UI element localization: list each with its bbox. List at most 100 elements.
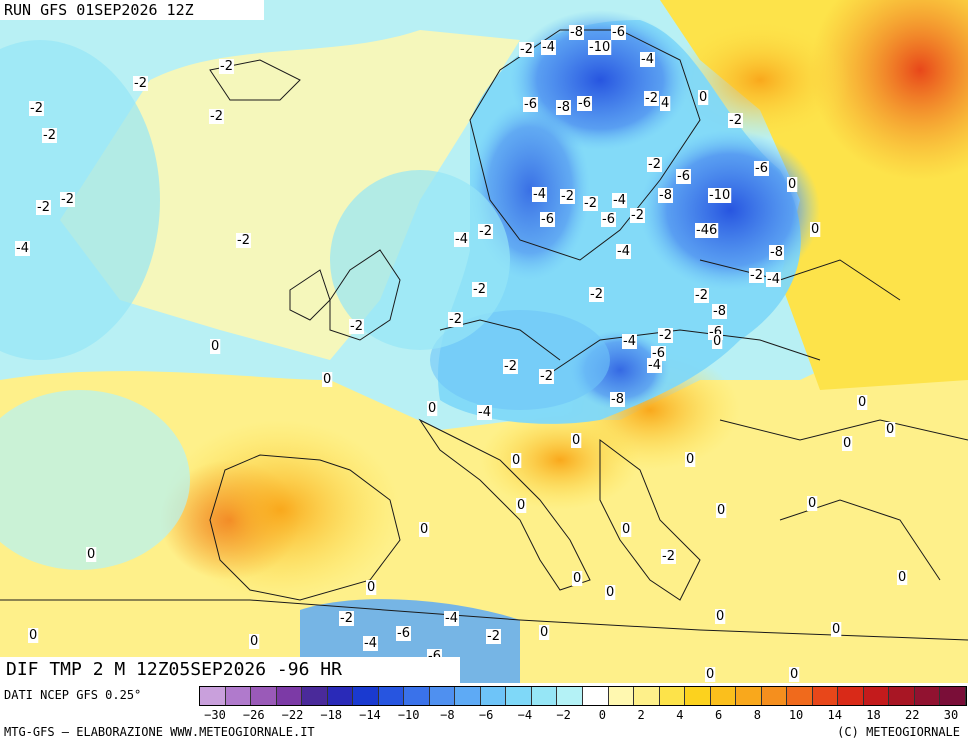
colorbar-ticks: −30 −26 −22 −18 −14 −10 −8 −6 −4 −2 0 2 4 6 8 10 14 18 22 3… (199, 708, 967, 722)
map-label: -2 (631, 208, 644, 223)
map-label-bg (728, 113, 743, 128)
colorbar-swatch (378, 687, 405, 705)
map-label: -2 (473, 282, 486, 297)
map-label: 0 (573, 571, 581, 586)
map-label: 0 (808, 496, 816, 511)
colorbar-tick-label: −10 (397, 708, 420, 722)
map-label-bg (660, 96, 671, 111)
map-label-bg (588, 40, 612, 55)
colorbar-swatch (608, 687, 635, 705)
colorbar-tick-label: 18 (866, 708, 881, 722)
cold-core-baltic (640, 130, 820, 290)
cool-field-west (0, 40, 160, 360)
map-label: 0 (790, 667, 798, 682)
map-label: 0 (87, 547, 95, 562)
map-label: 4 (661, 96, 669, 111)
map-label: -2 (561, 189, 574, 204)
footer-copyright: (C) METEOGIORNALE (837, 725, 960, 739)
map-label-bg (807, 496, 818, 511)
map-label-bg (647, 358, 662, 373)
map-label-bg (478, 224, 493, 239)
map-label-bg (539, 369, 554, 384)
map-label: 0 (572, 433, 580, 448)
colorbar-swatch (787, 687, 813, 705)
colorbar-swatch (506, 687, 532, 705)
map-label: 0 (898, 570, 906, 585)
colorbar-tick-label: 2 (637, 708, 645, 722)
map-label: -4 (648, 358, 661, 373)
colorbar (199, 686, 967, 706)
colorbar-swatch (940, 687, 966, 705)
map-label-bg (616, 244, 631, 259)
map-label-bg (486, 629, 501, 644)
map-label-bg (577, 96, 592, 111)
map-label-bg (396, 626, 411, 641)
map-label-bg (712, 334, 723, 349)
map-label: -8 (611, 392, 624, 407)
footer-credit: MTG-GFS — ELABORAZIONE WWW.METEOGIORNALE… (4, 725, 315, 739)
map-label: 0 (713, 334, 721, 349)
map-label: -2 (210, 109, 223, 124)
colorbar-tick-label: −14 (359, 708, 381, 722)
map-label-bg (601, 212, 616, 227)
cold-core-germany (430, 310, 610, 410)
map-label: -4 (455, 232, 468, 247)
map-label-bg (29, 101, 44, 116)
map-label: -4 (641, 52, 654, 67)
map-label-bg (42, 128, 57, 143)
map-label: -2 (30, 101, 43, 116)
colorbar-swatch (455, 687, 481, 705)
map-label: 0 (211, 339, 219, 354)
map-label-bg (349, 319, 364, 334)
map-label: -4 (445, 611, 458, 626)
colorbar-swatch (710, 687, 737, 705)
map-label: -2 (659, 328, 672, 343)
map-label-bg (532, 187, 547, 202)
map-label-bg (612, 193, 627, 208)
map-label: 0 (832, 622, 840, 637)
colorbar-swatch (200, 687, 226, 705)
map-label-bg (236, 233, 251, 248)
map-label-bg (454, 232, 469, 247)
warm-field-atlantic (60, 30, 520, 360)
map-label: -8 (570, 25, 583, 40)
map-label: -2 (695, 288, 708, 303)
map-label-bg (705, 667, 716, 682)
map-label: -2 (645, 91, 658, 106)
map-label-bg (15, 241, 30, 256)
map-label: -8 (770, 245, 783, 260)
map-label-bg (685, 452, 696, 467)
map-label-bg (897, 570, 908, 585)
map-label-bg (444, 611, 459, 626)
map-label-bg (448, 312, 463, 327)
map-label: -4 (478, 405, 491, 420)
colorbar-swatch (480, 687, 507, 705)
map-label: 0 (517, 498, 525, 513)
map-label: -10 (709, 188, 730, 203)
map-label-bg (419, 522, 430, 537)
map-label: 0 (323, 372, 331, 387)
warm-spot-balkans (480, 410, 640, 510)
map-label-bg (658, 188, 673, 203)
map-label: -4 (542, 40, 555, 55)
map-label: -2 (61, 192, 74, 207)
colorbar-tick-label: 6 (714, 708, 723, 722)
source-note: DATI NCEP GFS 0.25° (4, 688, 142, 702)
map-label-bg (583, 196, 598, 211)
map-label: 0 (811, 222, 819, 237)
map-label-bg (472, 282, 487, 297)
map-label: -8 (659, 188, 672, 203)
map-label: -6 (541, 212, 554, 227)
map-label: -10 (589, 40, 610, 55)
map-label-bg (339, 611, 354, 626)
temperature-anomaly-map: -2 -2 -2 -2 -2 -2 -2 -4 -2 -8 -6 -2 -4 -… (0, 0, 968, 683)
map-label-bg (516, 498, 527, 513)
map-label: -2 (220, 59, 233, 74)
map-label: -6 (397, 626, 410, 641)
map-label-bg (36, 200, 51, 215)
map-label-bg (658, 328, 673, 343)
map-label-bg (698, 90, 709, 105)
map-label-bg (651, 346, 666, 361)
colorbar-swatch (659, 687, 686, 705)
colorbar-tick-label: −30 (204, 708, 226, 722)
